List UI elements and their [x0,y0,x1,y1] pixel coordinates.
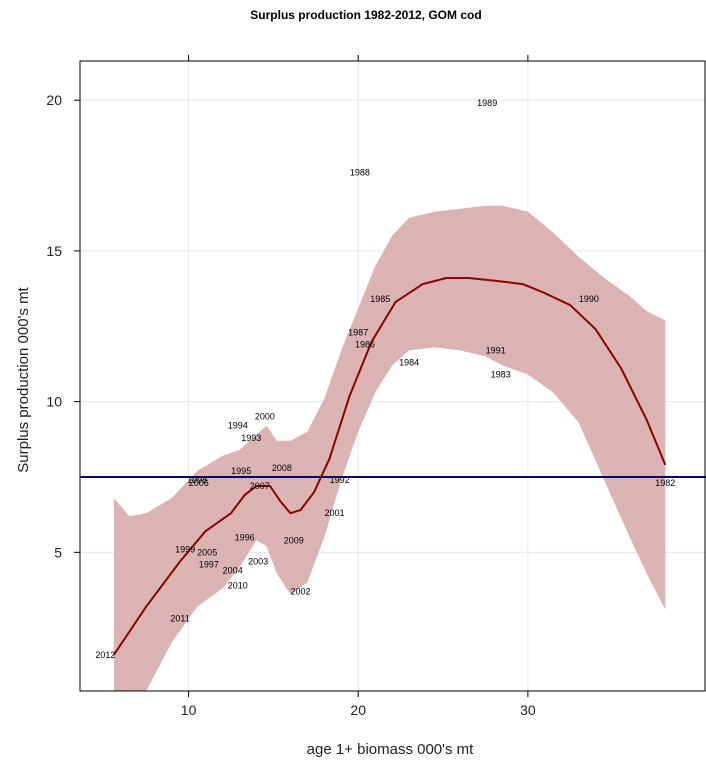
point-label-1994: 1994 [228,421,248,431]
point-label-1998: 1998 [187,475,207,485]
point-label-2002: 2002 [290,587,310,597]
x-tick-label: 30 [520,702,536,718]
chart-title: Surplus production 1982-2012, GOM cod [250,8,481,22]
y-tick-label: 10 [46,394,62,410]
point-label-1983: 1983 [491,370,511,380]
point-label-2010: 2010 [228,581,248,591]
point-label-1985: 1985 [370,294,390,304]
point-label-1991: 1991 [486,345,506,355]
point-label-2005: 2005 [197,547,217,557]
y-axis-label: Surplus production 000's mt [15,286,32,472]
y-tick-label: 5 [54,544,62,560]
point-label-2001: 2001 [324,508,344,518]
point-label-1996: 1996 [235,532,255,542]
point-label-2003: 2003 [248,556,268,566]
axes-layer: 10 20 30 5 10 15 20 [46,55,536,718]
point-label-1982: 1982 [655,478,675,488]
x-tick-label: 20 [350,702,366,718]
smooth-fit-line [113,277,667,656]
smooth-fit-layer [113,277,667,656]
point-label-1997: 1997 [199,559,219,569]
point-label-2006: 2006 [189,478,209,488]
point-label-2012: 2012 [95,650,115,660]
confidence-band-layer [113,205,666,691]
point-label-1987: 1987 [348,327,368,337]
x-axis-label: age 1+ biomass 000's mt [307,741,475,758]
point-label-1989: 1989 [477,98,497,108]
point-label-1995: 1995 [231,466,251,476]
point-label-1992: 1992 [330,475,350,485]
point-label-1999: 1999 [175,544,195,554]
point-label-2008: 2008 [272,463,292,473]
point-label-1993: 1993 [241,433,261,443]
point-label-2000: 2000 [255,412,275,422]
point-label-2004: 2004 [223,565,243,575]
point-label-1990: 1990 [579,294,599,304]
plot-frame [79,60,706,692]
point-label-2007: 2007 [250,481,270,491]
y-tick-label: 15 [46,243,62,259]
confidence-band [113,205,666,691]
point-label-2011: 2011 [170,614,189,624]
point-labels-layer: 1982 1983 1984 1985 1986 1987 1988 1989 1990 1991… [95,98,675,660]
point-label-1984: 1984 [399,357,419,367]
point-label-2009: 2009 [284,535,304,545]
y-tick-label: 20 [46,92,62,108]
point-label-1988: 1988 [350,168,370,178]
point-label-1986: 1986 [355,339,375,349]
x-tick-label: 10 [181,702,197,718]
